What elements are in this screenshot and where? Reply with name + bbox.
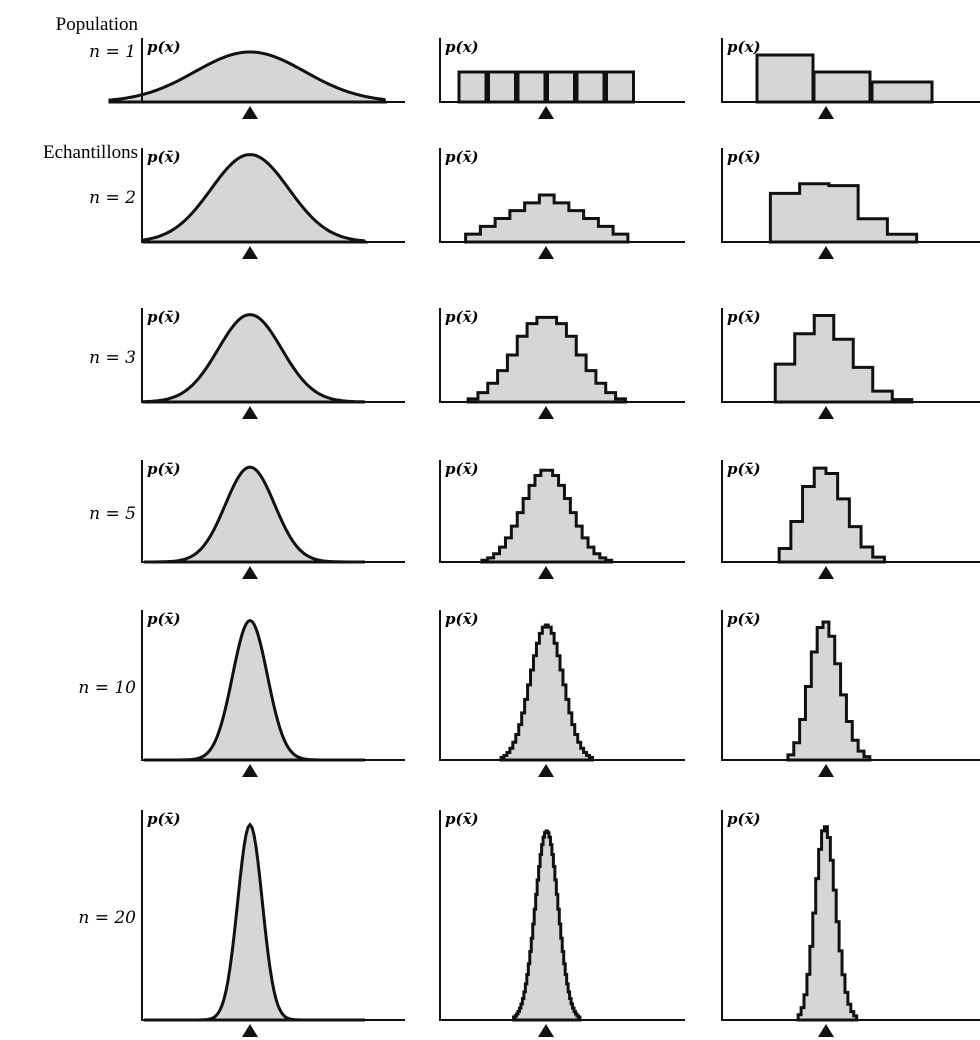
mean-marker <box>818 246 834 259</box>
density-curve <box>144 465 365 564</box>
axes <box>439 810 685 1021</box>
bar <box>812 70 872 104</box>
density-curve <box>142 153 369 244</box>
axis-label: p(x) <box>445 38 479 56</box>
mean-marker <box>818 566 834 579</box>
histogram <box>512 829 582 1022</box>
axes <box>439 460 685 563</box>
axes <box>141 810 405 1021</box>
histogram <box>773 314 914 404</box>
histogram <box>466 315 627 404</box>
histogram <box>480 468 614 564</box>
density-curve <box>108 50 388 104</box>
mean-marker <box>242 764 258 777</box>
bar <box>755 53 815 104</box>
bar <box>870 80 934 104</box>
mean-marker <box>242 106 258 119</box>
axes <box>439 610 685 761</box>
mean-marker <box>242 406 258 419</box>
axes <box>439 148 685 243</box>
axes <box>721 810 980 1021</box>
density-curve <box>144 618 365 762</box>
density-curve <box>144 822 365 1022</box>
density-curve <box>142 313 366 404</box>
mean-marker <box>242 1024 258 1037</box>
axes <box>439 38 685 103</box>
histogram <box>464 193 630 244</box>
mean-marker <box>818 406 834 419</box>
histogram <box>786 620 872 762</box>
axes <box>721 610 980 761</box>
axis-label: p(x̄) <box>727 810 761 828</box>
axes <box>721 308 980 403</box>
sample-size: n = 3 <box>89 348 136 368</box>
mean-marker <box>538 106 554 119</box>
axis-label: p(x̄) <box>147 308 181 326</box>
axis-label: p(x) <box>727 38 761 56</box>
histogram <box>499 623 594 762</box>
bar <box>605 70 635 104</box>
axis-label: p(x̄) <box>445 460 479 478</box>
mean-marker <box>538 246 554 259</box>
axis-label: p(x̄) <box>727 460 761 478</box>
sample-size: n = 5 <box>89 504 136 524</box>
axis-label: p(x) <box>147 38 181 56</box>
axis-label: p(x̄) <box>147 610 181 628</box>
mean-marker <box>242 566 258 579</box>
mean-marker <box>538 406 554 419</box>
mean-marker <box>818 764 834 777</box>
axis-label: p(x̄) <box>147 148 181 166</box>
mean-marker <box>538 764 554 777</box>
axes <box>721 460 980 563</box>
axis-label: p(x̄) <box>445 810 479 828</box>
axis-label: p(x̄) <box>445 610 479 628</box>
axes <box>141 610 405 761</box>
axes <box>721 148 980 243</box>
histogram <box>777 466 886 564</box>
row-heading: Echantillons <box>43 142 138 163</box>
histogram <box>768 182 919 244</box>
sample-size: n = 2 <box>89 188 136 208</box>
bar <box>516 70 547 104</box>
axis-label: p(x̄) <box>727 308 761 326</box>
axes <box>439 308 685 403</box>
axes <box>141 38 405 103</box>
sample-size: n = 1 <box>89 42 136 62</box>
axis-label: p(x̄) <box>147 810 181 828</box>
axis-label: p(x̄) <box>445 308 479 326</box>
bar <box>487 70 517 104</box>
axes <box>141 308 405 403</box>
bar <box>575 70 606 104</box>
bar <box>546 70 576 104</box>
axes <box>721 38 980 103</box>
mean-marker <box>538 566 554 579</box>
axes <box>141 148 405 243</box>
mean-marker <box>818 106 834 119</box>
mean-marker <box>538 1024 554 1037</box>
sample-size: n = 20 <box>78 908 136 928</box>
sample-size: n = 10 <box>78 678 136 698</box>
axis-label: p(x̄) <box>147 460 181 478</box>
axis-label: p(x̄) <box>727 148 761 166</box>
mean-marker <box>242 246 258 259</box>
mean-marker <box>818 1024 834 1037</box>
histogram <box>796 825 859 1022</box>
row-heading: Population <box>56 14 139 35</box>
axis-label: p(x̄) <box>727 610 761 628</box>
bar <box>457 70 488 104</box>
axis-label: p(x̄) <box>445 148 479 166</box>
axes <box>141 460 405 563</box>
